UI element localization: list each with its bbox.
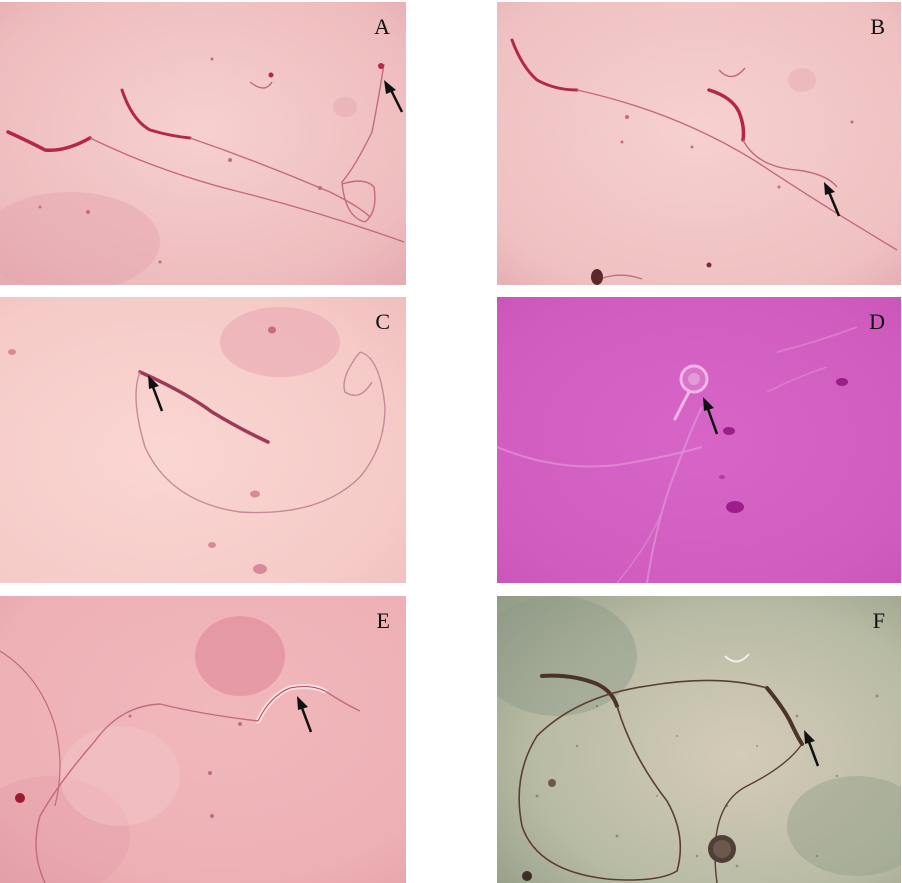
micrograph-panel-f: F	[497, 596, 901, 883]
panel-label-f: F	[872, 608, 885, 633]
micrograph-panel-d: D	[497, 297, 901, 583]
micrograph-c-image	[0, 297, 406, 583]
panel-label-e: E	[376, 608, 390, 633]
arrow-icon	[384, 80, 404, 113]
micrograph-panel-e: E	[0, 596, 406, 883]
micrograph-panel-a: A	[0, 2, 406, 285]
panel-label-b: B	[870, 14, 885, 39]
micrograph-d-image	[497, 297, 901, 583]
micrograph-a-image	[0, 2, 406, 285]
arrow-icon	[148, 375, 164, 412]
micrograph-panel-c: C	[0, 297, 406, 583]
panel-label-a: A	[374, 14, 390, 39]
micrograph-panel-b: B	[497, 2, 901, 285]
panel-label-d: D	[869, 309, 885, 334]
arrow-icon	[824, 182, 841, 217]
panel-label-c: C	[375, 309, 390, 334]
arrow-icon	[804, 730, 820, 767]
micrograph-b-image	[497, 2, 901, 285]
arrow-icon	[703, 397, 719, 435]
micrograph-f-image	[497, 596, 901, 883]
micrograph-e-image	[0, 596, 406, 883]
arrow-icon	[297, 696, 313, 733]
